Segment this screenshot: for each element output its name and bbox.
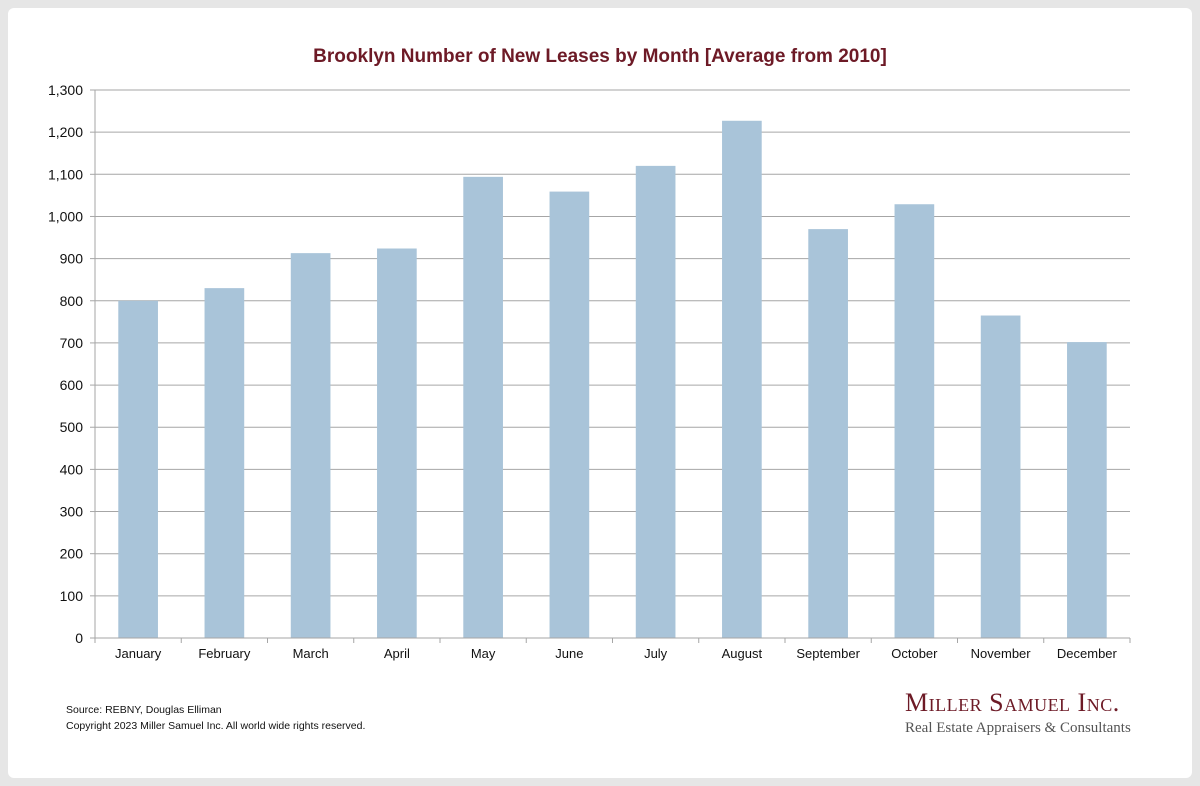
x-tick-label: May bbox=[471, 646, 496, 661]
y-tick-label: 1,200 bbox=[48, 124, 83, 140]
x-tick-label: July bbox=[644, 646, 668, 661]
y-tick-label: 300 bbox=[60, 504, 84, 520]
y-tick-label: 200 bbox=[60, 546, 84, 562]
bar-may bbox=[463, 176, 503, 639]
logo-tagline: Real Estate Appraisers & Consultants bbox=[905, 720, 1131, 736]
copyright-note: Copyright 2023 Miller Samuel Inc. All wo… bbox=[66, 720, 366, 732]
x-tick-label: June bbox=[555, 646, 583, 661]
company-logo: Miller Samuel Inc. Real Estate Appraiser… bbox=[905, 688, 1165, 738]
y-tick-label: 700 bbox=[60, 335, 84, 351]
bar-february bbox=[204, 288, 245, 638]
x-tick-label: February bbox=[198, 646, 251, 661]
x-tick-label: November bbox=[971, 646, 1032, 661]
x-tick-label: October bbox=[891, 646, 938, 661]
bars bbox=[118, 120, 1107, 639]
x-tick-label: September bbox=[796, 646, 860, 661]
y-tick-label: 500 bbox=[60, 419, 84, 435]
logo-name: Miller Samuel Inc. bbox=[905, 688, 1120, 717]
y-tick-label: 600 bbox=[60, 377, 84, 393]
bar-october bbox=[894, 204, 935, 638]
y-tick-label: 0 bbox=[75, 630, 83, 646]
gridlines bbox=[95, 89, 1130, 597]
bar-april bbox=[377, 248, 417, 638]
y-tick-label: 1,100 bbox=[48, 166, 83, 182]
x-tick-label: April bbox=[384, 646, 410, 661]
chart-title: Brooklyn Number of New Leases by Month [… bbox=[313, 46, 887, 67]
x-tick-label: March bbox=[293, 646, 329, 661]
bar-august bbox=[722, 120, 762, 638]
y-tick-label: 100 bbox=[60, 588, 84, 604]
bar-march bbox=[290, 253, 331, 639]
y-tick-labels: 0 100 200 300 400 500 600 700 800 900 1,000 1,100 1,… bbox=[48, 82, 83, 646]
bar-december bbox=[1067, 342, 1107, 638]
source-note: Source: REBNY, Douglas Elliman bbox=[66, 704, 222, 716]
bar-september bbox=[808, 229, 848, 638]
y-tick-label: 400 bbox=[60, 461, 84, 477]
bar-june bbox=[549, 191, 590, 639]
bar-january bbox=[118, 300, 158, 638]
x-tick-label: August bbox=[722, 646, 763, 661]
bar-july bbox=[635, 165, 676, 638]
x-tick-labels: January February March April May June July Augu… bbox=[115, 646, 1118, 661]
x-tick-label: January bbox=[115, 646, 162, 661]
bar-november bbox=[980, 315, 1021, 638]
x-tick-label: December bbox=[1057, 646, 1118, 661]
y-tick-label: 1,300 bbox=[48, 82, 83, 98]
y-tick-label: 1,000 bbox=[48, 208, 83, 224]
axes bbox=[90, 89, 1131, 643]
y-tick-label: 900 bbox=[60, 251, 84, 267]
y-tick-label: 800 bbox=[60, 293, 84, 309]
